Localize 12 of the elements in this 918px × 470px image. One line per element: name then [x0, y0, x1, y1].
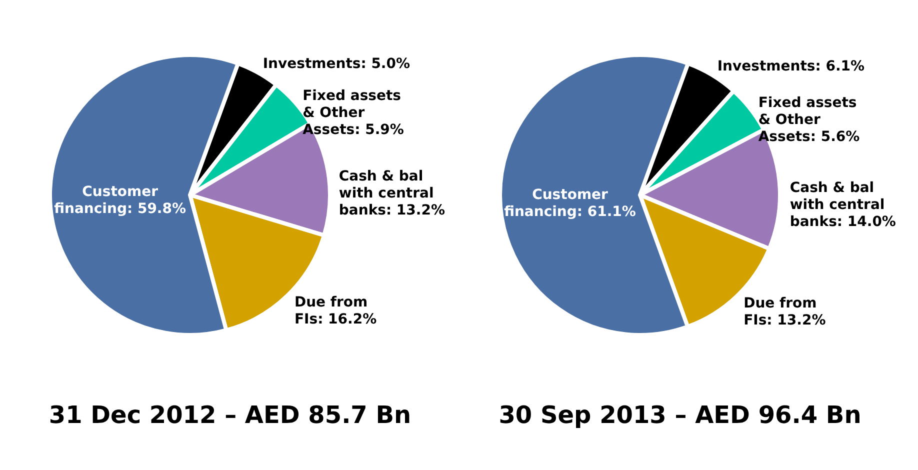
slice-label: Due from FIs: 16.2% — [294, 294, 377, 328]
slice-label: Customer financing: 61.1% — [504, 186, 636, 220]
slice-label: Cash & bal with central banks: 13.2% — [338, 168, 446, 219]
slice-label: Fixed assets & Other Assets: 5.6% — [758, 94, 860, 145]
slice-label: Investments: 5.0% — [262, 56, 410, 72]
slice-label: Customer financing: 59.8% — [54, 184, 186, 217]
slice-label: Fixed assets & Other Assets: 5.9% — [302, 88, 404, 138]
slice-label: Investments: 6.1% — [717, 58, 865, 74]
slice-label: Cash & bal with central banks: 14.0% — [790, 180, 896, 230]
slice-label: Due from FIs: 13.2% — [744, 296, 826, 329]
text: 30 Sep 2013 – AED 96.4 Bn — [498, 401, 862, 429]
text: 31 Dec 2012 – AED 85.7 Bn — [48, 401, 412, 429]
